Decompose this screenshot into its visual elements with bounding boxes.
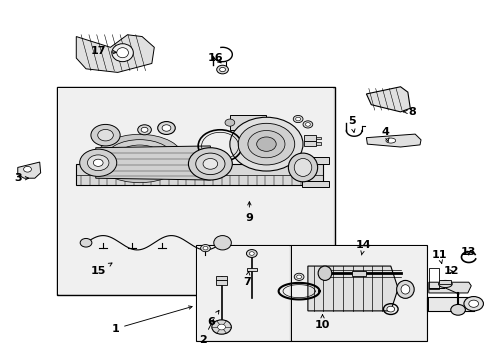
Ellipse shape: [158, 122, 175, 134]
Ellipse shape: [195, 153, 224, 175]
Ellipse shape: [438, 280, 451, 288]
Bar: [316, 136, 321, 139]
Ellipse shape: [188, 148, 232, 180]
Bar: [316, 142, 321, 145]
Bar: [229, 116, 266, 130]
Ellipse shape: [213, 235, 231, 250]
Bar: [57, 87, 334, 295]
Bar: [195, 244, 290, 341]
Ellipse shape: [318, 266, 331, 280]
Ellipse shape: [219, 67, 225, 72]
Ellipse shape: [386, 306, 394, 312]
Polygon shape: [76, 35, 154, 72]
Text: 12: 12: [443, 266, 459, 276]
Ellipse shape: [450, 305, 465, 315]
Text: 17: 17: [90, 46, 116, 56]
Text: 2: 2: [199, 320, 213, 345]
Ellipse shape: [105, 140, 173, 177]
Ellipse shape: [216, 65, 228, 74]
Text: 10: 10: [314, 314, 329, 330]
Text: 13: 13: [460, 247, 475, 257]
Ellipse shape: [463, 297, 483, 311]
Ellipse shape: [305, 123, 310, 126]
Text: 3: 3: [14, 173, 28, 183]
Bar: [304, 135, 316, 140]
Text: 15: 15: [90, 263, 112, 276]
Ellipse shape: [117, 48, 128, 58]
Ellipse shape: [294, 158, 311, 176]
Ellipse shape: [203, 246, 207, 250]
Bar: [58, 88, 332, 294]
Ellipse shape: [295, 117, 300, 121]
Text: 11: 11: [431, 250, 447, 264]
Polygon shape: [366, 87, 409, 112]
Ellipse shape: [246, 249, 257, 257]
Polygon shape: [307, 266, 397, 311]
Ellipse shape: [141, 127, 148, 132]
Ellipse shape: [293, 116, 303, 123]
Ellipse shape: [396, 280, 413, 298]
Bar: [216, 280, 226, 285]
Bar: [216, 276, 226, 280]
Text: 8: 8: [403, 107, 416, 117]
Bar: [302, 157, 328, 164]
Bar: [76, 164, 322, 185]
Ellipse shape: [224, 119, 234, 126]
Bar: [290, 244, 427, 341]
Ellipse shape: [385, 138, 395, 143]
Polygon shape: [428, 282, 470, 293]
Bar: [304, 140, 316, 146]
Ellipse shape: [238, 123, 294, 165]
Ellipse shape: [468, 300, 478, 307]
Bar: [428, 268, 438, 289]
Bar: [438, 280, 450, 284]
Ellipse shape: [96, 134, 183, 183]
Ellipse shape: [203, 158, 217, 169]
Bar: [351, 271, 366, 276]
Bar: [246, 268, 256, 271]
Text: 7: 7: [243, 271, 250, 287]
Ellipse shape: [247, 131, 285, 158]
Ellipse shape: [249, 252, 254, 255]
Ellipse shape: [288, 153, 317, 182]
Ellipse shape: [80, 149, 117, 176]
Ellipse shape: [87, 155, 109, 171]
Ellipse shape: [80, 238, 92, 247]
Text: 9: 9: [245, 202, 253, 222]
Ellipse shape: [211, 320, 231, 334]
Ellipse shape: [23, 166, 31, 172]
Text: 4: 4: [381, 127, 389, 142]
Ellipse shape: [138, 125, 151, 135]
Bar: [197, 246, 289, 340]
Ellipse shape: [162, 125, 170, 131]
Ellipse shape: [98, 130, 113, 141]
Polygon shape: [366, 134, 420, 147]
Polygon shape: [427, 297, 473, 311]
Ellipse shape: [256, 137, 276, 151]
Bar: [302, 181, 328, 187]
Polygon shape: [96, 146, 210, 180]
Ellipse shape: [217, 324, 225, 330]
Bar: [292, 246, 425, 340]
Text: 6: 6: [207, 310, 219, 327]
Text: 14: 14: [355, 239, 371, 255]
Ellipse shape: [400, 285, 409, 294]
Polygon shape: [18, 162, 41, 178]
Ellipse shape: [296, 275, 301, 279]
Text: 5: 5: [347, 116, 355, 132]
Ellipse shape: [112, 44, 133, 62]
Bar: [427, 297, 473, 311]
Ellipse shape: [229, 117, 303, 171]
Ellipse shape: [91, 125, 120, 146]
Text: 16: 16: [207, 53, 223, 63]
Ellipse shape: [200, 244, 210, 252]
Ellipse shape: [93, 159, 103, 166]
Ellipse shape: [294, 273, 304, 280]
Ellipse shape: [303, 121, 312, 128]
Text: 1: 1: [111, 306, 192, 334]
Ellipse shape: [115, 145, 163, 172]
